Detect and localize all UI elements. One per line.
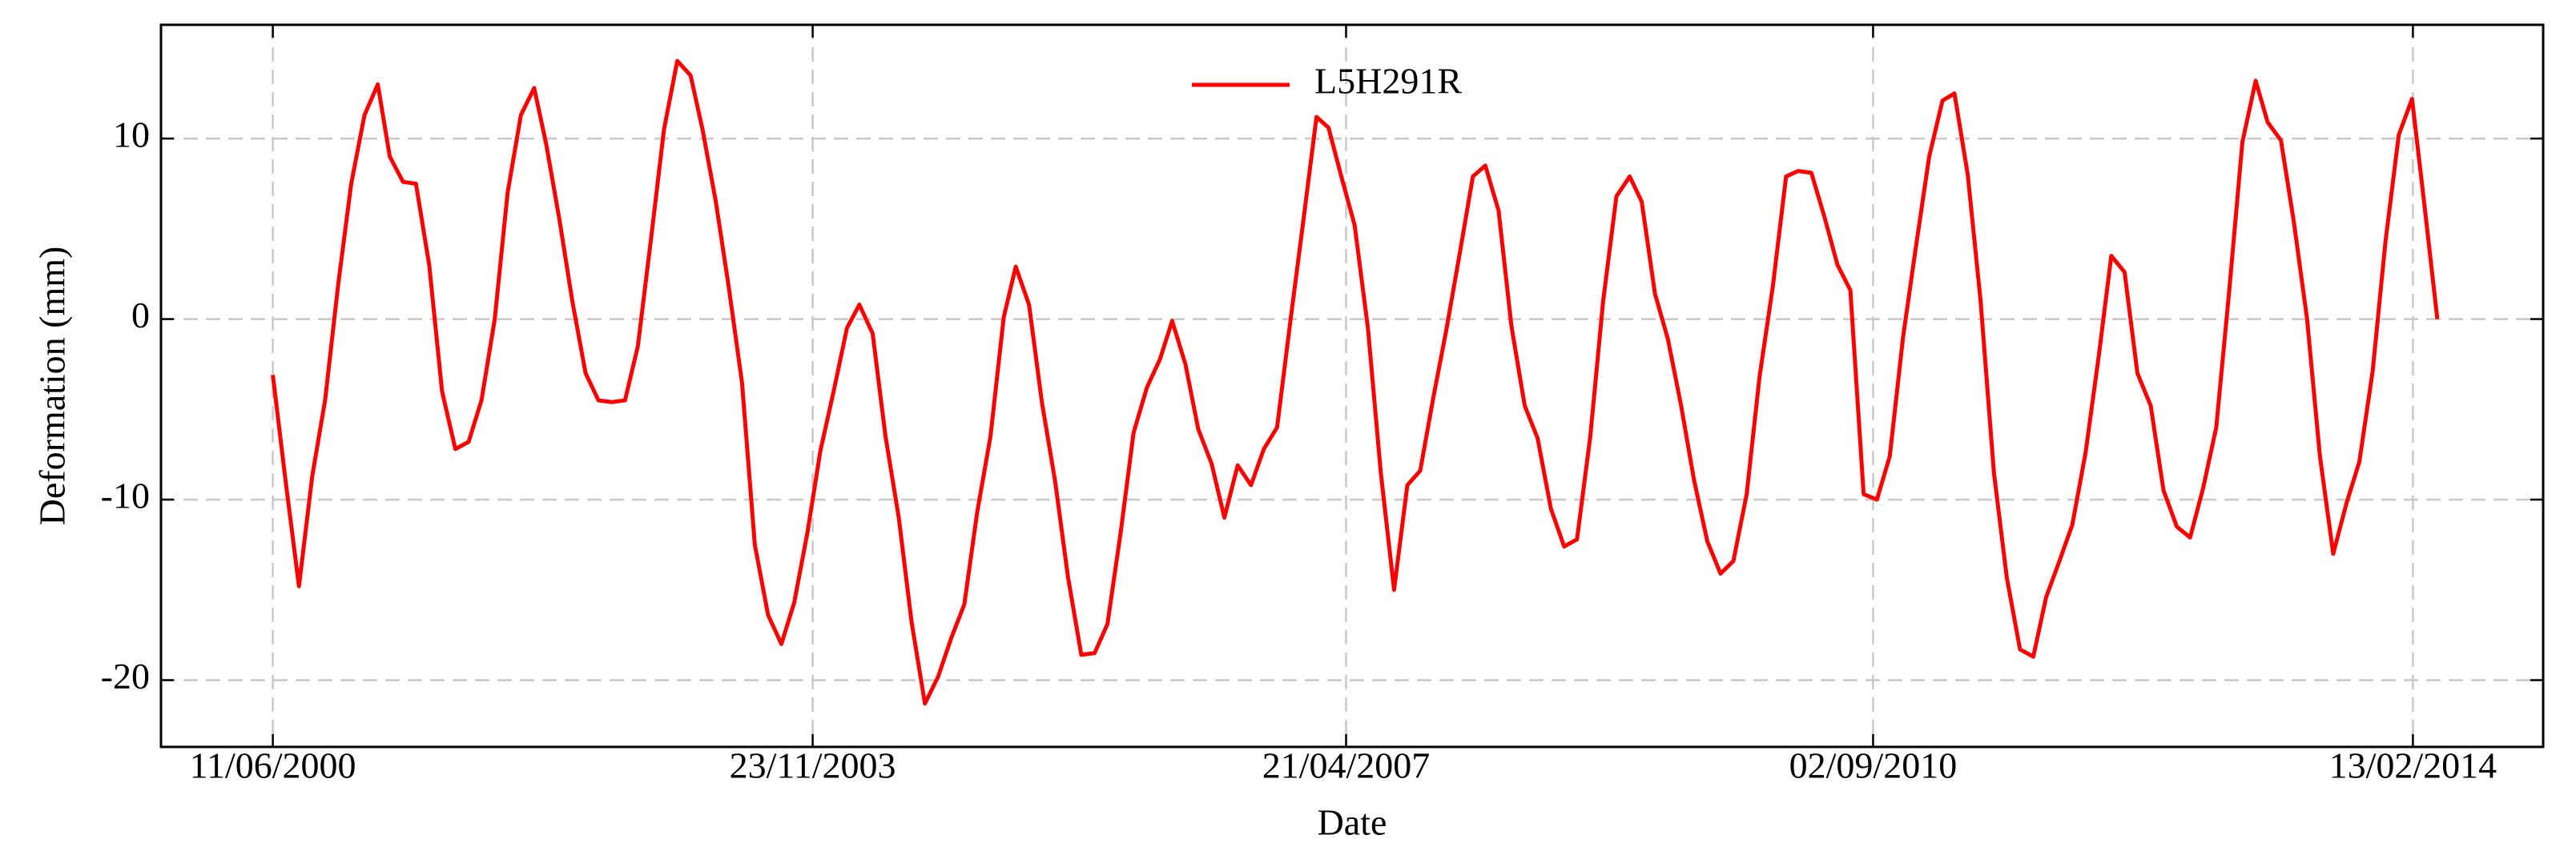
x-tick-label: 02/09/2010 [1789, 745, 1958, 786]
legend-label: L5H291R [1314, 61, 1462, 102]
y-tick-label: 10 [113, 114, 150, 155]
data-line [271, 58, 2440, 706]
y-tick-label: -10 [101, 476, 150, 516]
x-axis-label: Date [1318, 802, 1387, 843]
x-tick-label: 13/02/2014 [2329, 745, 2498, 786]
plot-frame [159, 23, 2545, 749]
y-tick-label: 0 [131, 295, 150, 335]
y-tick-label: -20 [101, 656, 150, 696]
y-axis-label: Deformation (mm) [32, 247, 73, 526]
x-tick-label: 11/06/2000 [190, 745, 356, 786]
x-tick-label: 23/11/2003 [730, 745, 896, 786]
x-tick-label: 21/04/2007 [1262, 745, 1431, 786]
